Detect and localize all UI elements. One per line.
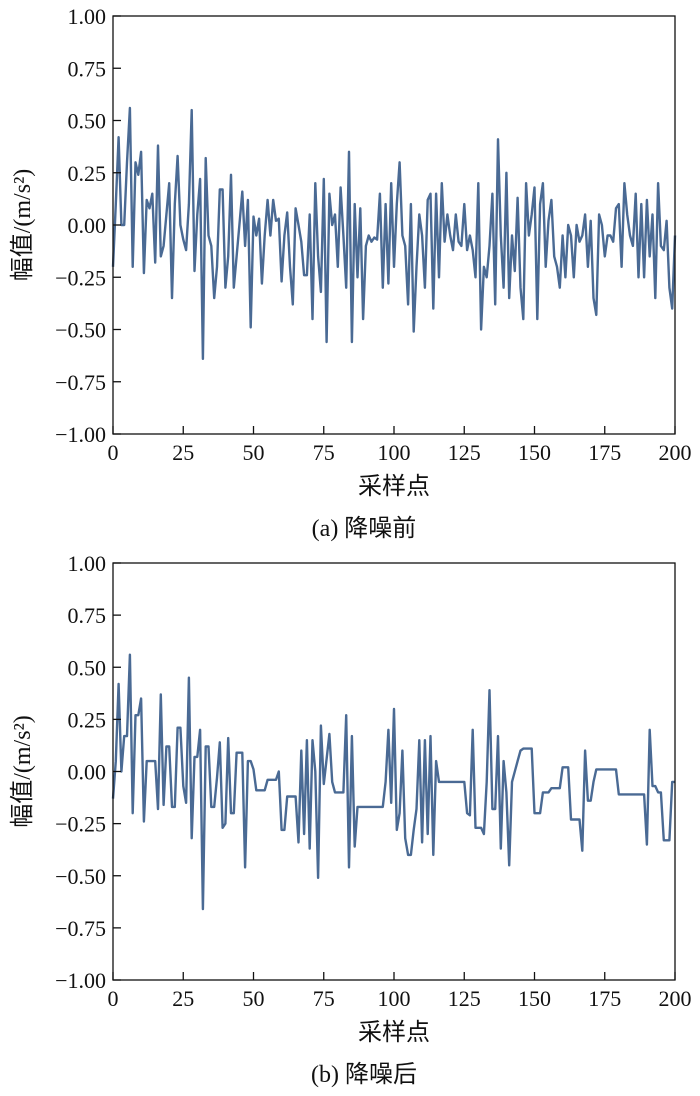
y-tick-label: 0.25 bbox=[68, 161, 107, 186]
x-tick-label: 0 bbox=[108, 986, 119, 1011]
chart-panel-a: 1.00 0.75 0.50 0.25 0.00 −0.25 −0.50 −0.75 −1.00… bbox=[9, 4, 692, 542]
x-tick-label: 200 bbox=[659, 440, 692, 465]
x-tick-label: 200 bbox=[659, 986, 692, 1011]
y-tick-label: −1.00 bbox=[55, 968, 106, 993]
y-tick-label: −0.25 bbox=[55, 812, 106, 837]
y-tick-label: −1.00 bbox=[55, 422, 106, 447]
y-tick-label: −0.75 bbox=[55, 916, 106, 941]
x-tick-label: 75 bbox=[313, 986, 335, 1011]
x-tick-label: 150 bbox=[518, 440, 551, 465]
y-tick-label: −0.50 bbox=[55, 318, 106, 343]
x-tick-label: 150 bbox=[518, 986, 551, 1011]
y-tick-label: −0.25 bbox=[55, 265, 106, 290]
series-line bbox=[111, 653, 675, 911]
x-tick-label: 75 bbox=[313, 440, 335, 465]
x-tick-label: 100 bbox=[378, 440, 411, 465]
x-tick-label: 25 bbox=[172, 986, 194, 1011]
chart-panel-b: 1.00 0.75 0.50 0.25 0.00 −0.25 −0.50 −0.75 −1.00… bbox=[9, 551, 692, 1088]
y-tick-label: 0.25 bbox=[68, 707, 107, 732]
y-axis-label: 幅值/(m/s²) bbox=[9, 169, 36, 282]
y-axis-label: 幅值/(m/s²) bbox=[9, 715, 36, 828]
y-tick-label: 0.75 bbox=[68, 603, 107, 628]
y-tick-label: −0.50 bbox=[55, 864, 106, 889]
y-tick-label: −0.75 bbox=[55, 370, 106, 395]
x-tick-label: 50 bbox=[243, 986, 265, 1011]
x-tick-label: 100 bbox=[378, 986, 411, 1011]
y-tick-label: 0.00 bbox=[68, 760, 107, 785]
y-tick-label: 0.50 bbox=[68, 655, 107, 680]
x-tick-label: 175 bbox=[588, 986, 621, 1011]
x-tick-label: 0 bbox=[108, 440, 119, 465]
x-tick-label: 25 bbox=[172, 440, 194, 465]
x-axis-label: 采样点 bbox=[358, 1019, 430, 1046]
x-tick-label: 175 bbox=[588, 440, 621, 465]
y-tick-label: 1.00 bbox=[68, 551, 107, 576]
y-tick-label: 1.00 bbox=[68, 4, 107, 29]
chart-caption: (a) 降噪前 bbox=[312, 515, 417, 542]
x-tick-label: 125 bbox=[448, 986, 481, 1011]
x-axis-label: 采样点 bbox=[358, 473, 430, 500]
x-tick-label: 50 bbox=[243, 440, 265, 465]
series-line bbox=[111, 106, 677, 360]
y-tick-label: 0.00 bbox=[68, 213, 107, 238]
plot-frame bbox=[112, 562, 676, 981]
y-tick-label: 0.75 bbox=[68, 56, 107, 81]
x-tick-label: 125 bbox=[448, 440, 481, 465]
chart-caption: (b) 降噪后 bbox=[311, 1061, 417, 1088]
y-tick-label: 0.50 bbox=[68, 109, 107, 134]
